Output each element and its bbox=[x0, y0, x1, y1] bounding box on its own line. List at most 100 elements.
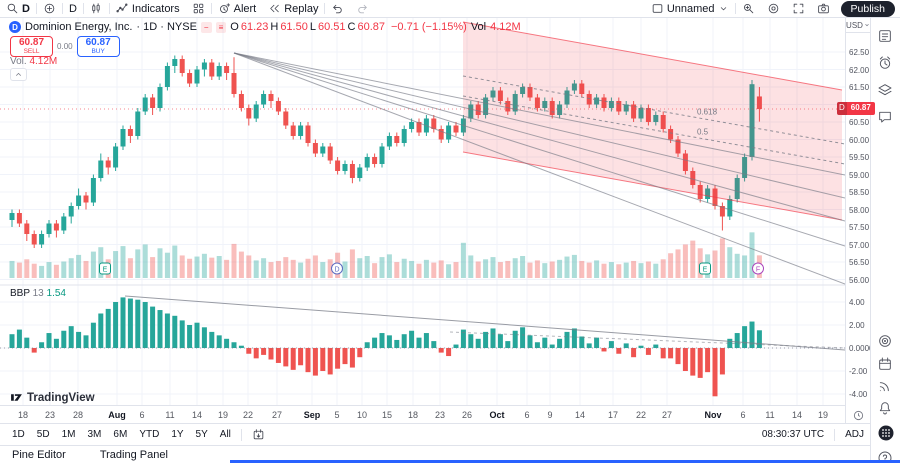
time-tick: Oct bbox=[489, 410, 505, 420]
candle bbox=[68, 206, 74, 217]
volume-bar bbox=[438, 260, 444, 278]
range-button-3m[interactable]: 3M bbox=[87, 429, 102, 440]
candle bbox=[690, 171, 696, 185]
range-button-5d[interactable]: 5D bbox=[36, 429, 50, 440]
compare-add-button[interactable] bbox=[37, 0, 62, 17]
time-tick: 27 bbox=[271, 410, 283, 420]
volume-bar bbox=[76, 254, 82, 278]
volume-bar bbox=[275, 260, 281, 278]
legend-collapse-button[interactable] bbox=[10, 68, 27, 81]
interval-button[interactable]: D bbox=[63, 0, 83, 17]
trend-line[interactable] bbox=[233, 52, 845, 199]
range-button-6m[interactable]: 6M bbox=[113, 429, 128, 440]
event-badge[interactable] bbox=[99, 262, 111, 275]
notifications-button[interactable] bbox=[877, 400, 895, 418]
record-button[interactable] bbox=[761, 0, 786, 17]
trend-line[interactable] bbox=[233, 52, 845, 285]
fib-line[interactable] bbox=[462, 95, 845, 165]
volume-bar bbox=[68, 258, 74, 278]
price-axis[interactable]: USD 62.5062.0061.5061.0060.5060.0059.505… bbox=[845, 18, 873, 423]
calendar-button[interactable] bbox=[877, 356, 895, 374]
volume-bar bbox=[431, 262, 437, 278]
main-chart[interactable]: 0.618 0.5 E D E F bbox=[0, 18, 845, 405]
layout-grid-button[interactable] bbox=[186, 0, 211, 17]
bbp-bar bbox=[9, 334, 15, 348]
range-button-1y[interactable]: 1Y bbox=[171, 429, 184, 440]
candle bbox=[734, 178, 740, 199]
channel-fill[interactable] bbox=[463, 22, 842, 220]
go-to-date-button[interactable] bbox=[246, 428, 271, 441]
trend-line[interactable] bbox=[233, 52, 845, 247]
volume-bar bbox=[675, 249, 681, 278]
candle bbox=[520, 87, 526, 94]
quick-search-button[interactable] bbox=[736, 0, 761, 17]
event-badge[interactable] bbox=[699, 262, 711, 275]
trend-line[interactable] bbox=[233, 52, 845, 222]
candle bbox=[283, 111, 289, 126]
streams-button[interactable] bbox=[877, 378, 895, 396]
price-label-interval: D bbox=[837, 102, 847, 115]
volume-bar bbox=[364, 256, 370, 278]
price-tick: 58.50 bbox=[849, 188, 870, 197]
fib-line[interactable] bbox=[462, 75, 845, 145]
range-button-5y[interactable]: 5Y bbox=[195, 429, 208, 440]
currency-selector[interactable]: USD bbox=[846, 18, 870, 33]
alert-button[interactable]: Alert bbox=[212, 0, 263, 17]
time-tick: 14 bbox=[791, 410, 803, 420]
pine-editor-tab[interactable]: Pine Editor bbox=[12, 448, 66, 461]
snapshot-button[interactable] bbox=[811, 0, 836, 17]
camera-icon bbox=[817, 3, 829, 14]
range-button-ytd[interactable]: YTD bbox=[139, 429, 160, 440]
bbp-bar bbox=[238, 345, 244, 348]
bbp-bar bbox=[53, 338, 59, 348]
replay-button[interactable]: Replay bbox=[262, 0, 324, 17]
publish-button[interactable]: Publish bbox=[840, 0, 895, 17]
range-button-1m[interactable]: 1M bbox=[61, 429, 76, 440]
layout-name-button[interactable]: Unnamed bbox=[645, 0, 735, 17]
bbp-bar bbox=[268, 348, 274, 360]
channel-top-line[interactable] bbox=[462, 21, 843, 91]
range-button-all[interactable]: All bbox=[219, 429, 231, 440]
apps-menu-button[interactable] bbox=[877, 424, 895, 442]
clock-text[interactable]: 08:30:37 UTC bbox=[761, 429, 825, 440]
symbol-search-button[interactable]: D bbox=[0, 0, 36, 17]
bbp-bar bbox=[542, 337, 548, 348]
chart-type-button[interactable] bbox=[84, 0, 109, 17]
fullscreen-button[interactable] bbox=[786, 0, 811, 17]
trading-panel-tab[interactable]: Trading Panel bbox=[99, 448, 168, 461]
bbp-legend[interactable]: BBP 13 1.54 bbox=[10, 288, 66, 299]
timezone-clock-icon[interactable] bbox=[853, 410, 864, 421]
candle bbox=[187, 73, 193, 84]
bbp-bar bbox=[579, 336, 585, 348]
bbp-bar bbox=[571, 328, 577, 348]
bbp-bar bbox=[283, 348, 289, 367]
sell-button[interactable]: 60.87 SELL bbox=[10, 36, 54, 58]
legend-menu-icon[interactable]: ≡ bbox=[215, 21, 227, 33]
adj-toggle[interactable]: ADJ bbox=[845, 429, 864, 440]
bbp-trend-line[interactable] bbox=[124, 295, 845, 351]
range-button-1d[interactable]: 1D bbox=[12, 429, 25, 440]
candle bbox=[601, 97, 607, 108]
candle bbox=[742, 157, 748, 178]
time-tick: 5 bbox=[334, 410, 340, 420]
undo-button[interactable] bbox=[325, 0, 350, 17]
watchlist-button[interactable] bbox=[877, 28, 895, 46]
trend-line[interactable] bbox=[233, 52, 845, 176]
event-badge[interactable] bbox=[331, 262, 343, 275]
indicators-button[interactable]: Indicators bbox=[110, 0, 186, 17]
alerts-button[interactable] bbox=[877, 55, 895, 73]
object-tree-button[interactable] bbox=[877, 82, 895, 100]
event-badge[interactable] bbox=[752, 262, 764, 275]
candle bbox=[142, 97, 148, 112]
volume-legend[interactable]: Vol. 4.12M bbox=[10, 56, 57, 67]
legend-minus-icon[interactable]: − bbox=[200, 21, 212, 33]
buy-button[interactable]: 60.87 BUY bbox=[76, 36, 120, 58]
time-axis[interactable]: 18 23 28 Aug 6 11 14 19 22 27 Sep 5 10 15 18 23 26 Oct 6 9 1… bbox=[0, 405, 845, 423]
volume-bar bbox=[557, 259, 563, 278]
bbp-bar bbox=[179, 320, 185, 348]
chat-button[interactable] bbox=[877, 109, 895, 127]
chart-legend[interactable]: D Dominion Energy, Inc. · 1D · NYSE − ≡ … bbox=[9, 21, 521, 33]
time-tick: 26 bbox=[461, 410, 473, 420]
redo-button[interactable] bbox=[350, 0, 375, 17]
hotlists-button[interactable] bbox=[877, 333, 895, 351]
